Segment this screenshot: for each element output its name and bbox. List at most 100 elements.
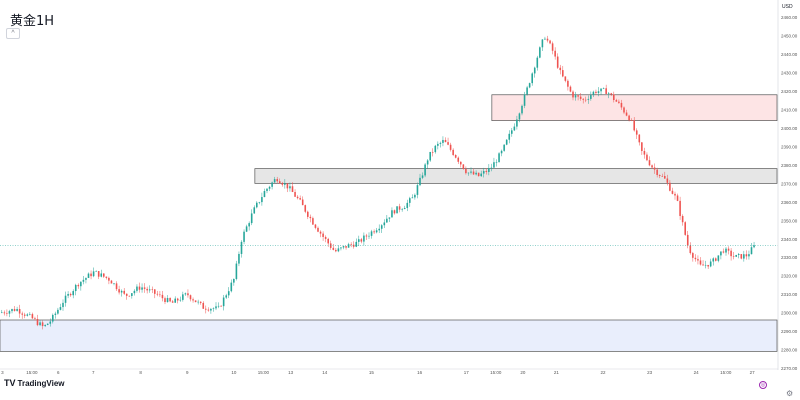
x-tick-label: 3	[1, 370, 4, 375]
candle-body	[238, 253, 240, 264]
candle-body	[31, 314, 34, 319]
candle-body	[661, 176, 664, 177]
candle-body	[256, 202, 258, 208]
candle-body	[378, 228, 380, 231]
candle-body	[281, 183, 284, 185]
candle-body	[684, 222, 686, 235]
candle-body	[528, 83, 531, 88]
candle-body	[207, 309, 210, 311]
x-tick-label: 24	[694, 370, 700, 375]
candle-body	[388, 217, 391, 219]
candle-body	[235, 263, 238, 279]
candle-body	[363, 235, 365, 242]
x-tick-label: 15:00	[490, 370, 502, 375]
candle-body	[271, 182, 273, 187]
candle-body	[587, 98, 590, 100]
y-tick-label: 2320.00	[781, 274, 798, 279]
candle-body	[258, 202, 261, 203]
target-icon[interactable]: ◎	[759, 381, 767, 389]
candle-body	[569, 86, 572, 92]
candle-body	[41, 322, 44, 327]
candle-body	[347, 244, 350, 248]
candle-body	[638, 134, 641, 143]
last-price-line: 2336.4806:15	[0, 240, 799, 251]
tradingview-logo[interactable]: TV TradingView	[4, 378, 65, 388]
candle-body	[595, 91, 597, 94]
candle-body	[393, 210, 396, 214]
candle-body	[406, 202, 409, 209]
candle-body	[715, 258, 717, 261]
y-tick-label: 2350.00	[781, 218, 798, 223]
candle-body	[189, 295, 192, 300]
candle-body	[396, 206, 398, 214]
candle-body	[248, 223, 250, 227]
candle-body	[539, 47, 541, 58]
candle-body	[674, 193, 676, 196]
candle-body	[18, 309, 21, 314]
candle-body	[192, 299, 194, 301]
candle-body	[52, 314, 54, 322]
candle-body	[57, 309, 59, 314]
candle-body	[702, 264, 704, 266]
candle-body	[54, 313, 57, 315]
candle-body	[72, 291, 74, 296]
candle-body	[518, 113, 521, 120]
candle-body	[291, 186, 294, 192]
candle-body	[90, 273, 92, 277]
candle-body	[294, 191, 296, 197]
candle-body	[97, 271, 100, 277]
x-axis: 3 15:00 6 7 8 9 10 15:00 13 14 15 16 17 15:00 20 21 22 23…	[0, 368, 778, 375]
candle-body	[431, 151, 434, 153]
gear-icon[interactable]: ⚙	[786, 389, 794, 398]
candle-body	[92, 271, 95, 277]
candle-body	[727, 248, 730, 251]
candle-body	[579, 96, 582, 99]
candle-body	[263, 191, 266, 198]
collapse-legend-button[interactable]: ^	[6, 28, 20, 39]
x-tick-label: 14	[322, 370, 328, 375]
candle-body	[375, 230, 378, 233]
candle-body	[472, 171, 475, 175]
candle-body	[380, 225, 383, 229]
candle-body	[735, 254, 737, 257]
x-tick-label: 27	[750, 370, 756, 375]
x-tick-label: 16	[417, 370, 423, 375]
chart-title: 黄金1H	[10, 14, 55, 29]
candle-body	[409, 198, 411, 203]
candle-body	[699, 260, 702, 265]
y-tick-label: 2410.00	[781, 108, 798, 113]
candle-body	[572, 91, 574, 98]
candle-body	[643, 151, 646, 155]
candle-body	[577, 95, 579, 97]
candle-body	[651, 165, 653, 168]
candle-body	[457, 157, 460, 162]
candle-body	[340, 247, 342, 249]
candle-body	[151, 289, 154, 290]
candle-body	[34, 318, 36, 319]
candle-body	[602, 88, 605, 89]
candle-body	[26, 314, 29, 316]
candles-layer	[1, 35, 755, 330]
candle-body	[125, 293, 128, 296]
candle-body	[161, 294, 164, 299]
candle-body	[689, 245, 692, 254]
candle-body	[113, 283, 115, 284]
candle-body	[743, 254, 745, 259]
x-tick-label: 15:00	[26, 370, 38, 375]
candle-body	[322, 233, 324, 237]
candle-body	[1, 312, 3, 314]
candle-body	[452, 149, 454, 155]
candle-body	[352, 244, 355, 247]
candle-body	[416, 185, 419, 195]
candle-body	[146, 288, 148, 291]
candle-body	[8, 311, 11, 314]
candle-body	[36, 318, 39, 326]
candle-body	[148, 289, 151, 291]
candle-body	[266, 188, 268, 192]
candle-body	[549, 40, 551, 44]
candle-body	[712, 258, 715, 262]
candle-body	[337, 248, 340, 252]
candle-body	[100, 273, 103, 277]
candle-body	[164, 298, 166, 303]
